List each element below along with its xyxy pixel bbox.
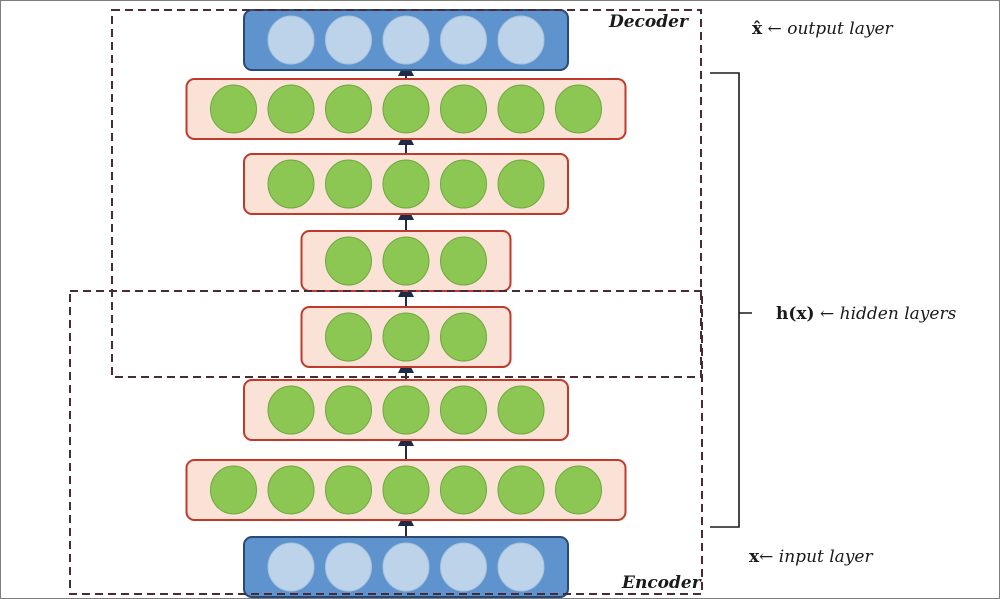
neuron xyxy=(382,542,430,592)
neuron xyxy=(555,465,602,515)
neuron xyxy=(382,15,430,65)
output-symbol: x̂ xyxy=(752,19,763,39)
hidden-layer-5 xyxy=(243,153,569,215)
hidden-layer-4 xyxy=(300,230,512,292)
decoder-region-frame xyxy=(111,9,702,378)
neuron xyxy=(497,15,545,65)
neuron xyxy=(440,15,487,65)
hidden-layers-bracket xyxy=(710,72,752,528)
neuron xyxy=(382,84,430,134)
neuron xyxy=(382,465,430,515)
neuron xyxy=(267,385,315,435)
input-layer-0 xyxy=(243,536,569,598)
input-arrow: ← xyxy=(759,547,779,567)
input-annotation-text: input layer xyxy=(779,547,874,567)
neuron xyxy=(325,84,372,134)
hidden-arrow: ← xyxy=(815,304,840,324)
neuron xyxy=(497,84,545,134)
neuron xyxy=(497,385,545,435)
hidden-symbol: h(x) xyxy=(776,304,815,324)
hidden-layer-1 xyxy=(185,459,627,521)
encoder-label: Encoder xyxy=(621,573,702,593)
neuron xyxy=(440,159,487,209)
neuron xyxy=(440,385,487,435)
neuron xyxy=(440,542,487,592)
decoder-label: Decoder xyxy=(608,12,689,32)
neuron xyxy=(325,15,372,65)
input-annotation: x← input layer xyxy=(749,547,873,567)
output-annotation: x̂ ← output layer xyxy=(752,19,894,39)
network-layers xyxy=(185,9,627,598)
neuron xyxy=(497,159,545,209)
neuron xyxy=(497,465,545,515)
encoder-region-frame xyxy=(69,290,703,595)
hidden-layer-2 xyxy=(243,379,569,441)
neuron xyxy=(267,159,315,209)
neuron xyxy=(267,542,315,592)
hidden-annotation: h(x) ← hidden layers xyxy=(776,304,957,324)
hidden-annotation-text: hidden layers xyxy=(840,304,957,324)
neuron xyxy=(440,236,487,286)
neuron xyxy=(325,312,372,362)
neuron xyxy=(325,236,372,286)
output-annotation-text: output layer xyxy=(787,19,893,39)
neuron xyxy=(325,465,372,515)
neuron xyxy=(555,84,602,134)
neuron xyxy=(267,15,315,65)
neuron xyxy=(382,159,430,209)
input-symbol: x xyxy=(749,547,760,567)
output-layer-7 xyxy=(243,9,569,71)
neuron xyxy=(440,465,487,515)
neuron xyxy=(267,84,315,134)
neuron xyxy=(440,312,487,362)
output-arrow: ← xyxy=(762,19,787,39)
neuron xyxy=(210,465,257,515)
neuron xyxy=(210,84,257,134)
neuron xyxy=(382,236,430,286)
neuron xyxy=(325,385,372,435)
neuron xyxy=(497,542,545,592)
neuron xyxy=(382,385,430,435)
neuron xyxy=(267,465,315,515)
neuron xyxy=(325,542,372,592)
hidden-layer-6 xyxy=(185,78,627,140)
neuron xyxy=(382,312,430,362)
neuron xyxy=(440,84,487,134)
neuron xyxy=(325,159,372,209)
hidden-layer-3 xyxy=(300,306,512,368)
